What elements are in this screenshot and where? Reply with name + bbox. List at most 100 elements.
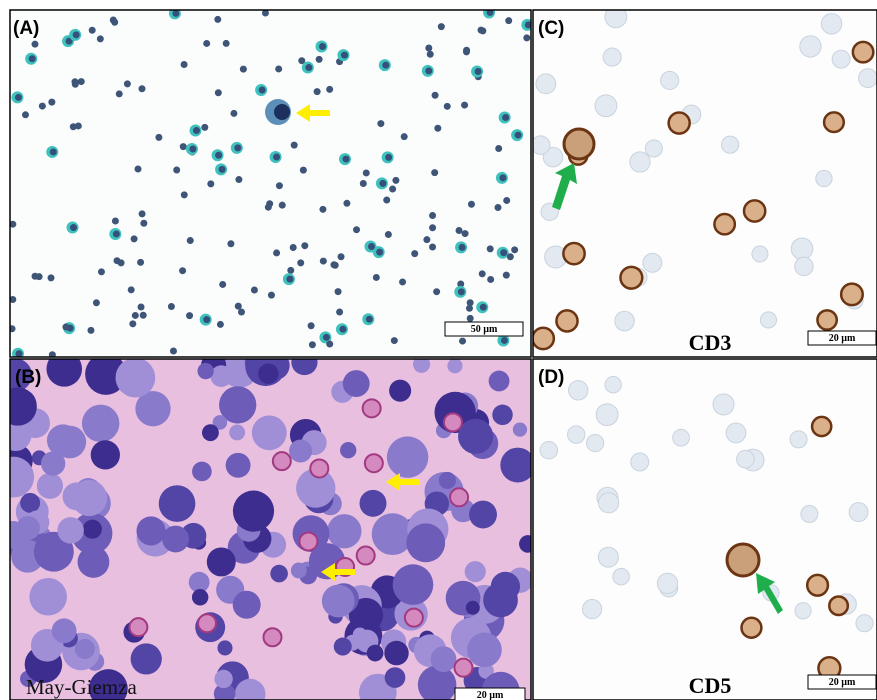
- cell: [486, 10, 494, 16]
- cell: [457, 288, 465, 296]
- cell: [343, 199, 351, 207]
- cell: [239, 65, 247, 73]
- panel-border: [9, 9, 532, 358]
- cell: [423, 236, 431, 244]
- cell: [229, 424, 246, 441]
- cell: [138, 85, 146, 93]
- cell: [505, 17, 513, 25]
- cell: [92, 299, 100, 307]
- cell: [275, 65, 283, 73]
- cell: [392, 564, 434, 605]
- cell: [134, 165, 142, 173]
- cell: [413, 359, 431, 373]
- cell: [474, 68, 482, 76]
- scale-bar-text: 20 µm: [829, 677, 856, 688]
- cell: [392, 176, 400, 184]
- cell: [511, 246, 519, 254]
- cell: [383, 196, 391, 204]
- cell: [431, 91, 439, 99]
- cell: [321, 584, 355, 618]
- cell: [725, 422, 747, 444]
- cell: [660, 70, 680, 90]
- cell: [299, 166, 307, 174]
- cell: [461, 230, 469, 238]
- cell: [264, 203, 272, 211]
- cell: [502, 113, 510, 121]
- cell: [612, 567, 630, 586]
- cell: [339, 325, 347, 333]
- cell: [479, 303, 487, 311]
- cell: [88, 26, 96, 34]
- cell: [555, 309, 579, 333]
- cells-c: [533, 10, 877, 351]
- cell: [805, 573, 830, 597]
- cell: [337, 253, 345, 261]
- cell: [72, 31, 80, 39]
- cell: [353, 226, 361, 234]
- cell: [275, 182, 283, 190]
- cell: [40, 451, 66, 476]
- cell: [437, 23, 445, 31]
- cell: [713, 212, 737, 236]
- cells-b: [10, 359, 531, 700]
- cell: [273, 153, 281, 161]
- panel-border: [9, 358, 532, 700]
- cell: [115, 90, 123, 98]
- arrow: [756, 573, 783, 614]
- cell: [109, 16, 117, 24]
- cells-d: [539, 376, 874, 681]
- cell: [38, 102, 46, 110]
- cell: [371, 513, 414, 556]
- scale-bar: [807, 330, 877, 346]
- cell: [816, 309, 839, 331]
- cell: [742, 199, 767, 223]
- cell: [494, 204, 502, 212]
- cell: [307, 322, 315, 330]
- cell: [425, 67, 433, 75]
- cell: [425, 44, 433, 52]
- cell: [438, 471, 456, 490]
- cell: [327, 514, 362, 549]
- cell: [313, 88, 321, 96]
- cell: [215, 151, 223, 159]
- cell: [212, 415, 228, 430]
- cell: [382, 61, 390, 69]
- cell: [495, 144, 503, 152]
- cell: [362, 169, 370, 177]
- cell: [406, 523, 446, 563]
- cell: [464, 561, 486, 583]
- cell: [62, 323, 70, 331]
- cell: [822, 111, 845, 134]
- cell: [720, 135, 740, 154]
- cell: [815, 169, 833, 188]
- cell: [201, 123, 209, 131]
- cell: [88, 669, 128, 700]
- cell: [848, 502, 869, 522]
- cell: [477, 26, 485, 34]
- cell: [298, 57, 306, 65]
- cell: [736, 449, 755, 469]
- cell: [417, 665, 457, 700]
- cell: [789, 430, 808, 449]
- cell: [384, 667, 406, 688]
- cell: [87, 326, 95, 334]
- cell: [319, 205, 327, 213]
- cell: [169, 347, 177, 355]
- cell: [597, 546, 619, 568]
- cell: [433, 288, 441, 296]
- cell: [235, 176, 243, 184]
- cell: [173, 166, 181, 174]
- cell: [644, 139, 663, 158]
- cell: [359, 179, 367, 187]
- cell: [431, 169, 439, 177]
- cell: [667, 111, 691, 135]
- cell: [794, 256, 814, 277]
- cell: [725, 542, 761, 578]
- scale-bar-text: 20 µm: [829, 333, 856, 344]
- cell: [411, 250, 419, 258]
- cell: [453, 657, 474, 678]
- cell: [71, 78, 79, 86]
- cell: [296, 468, 336, 508]
- cell: [562, 241, 586, 266]
- cell: [361, 398, 382, 419]
